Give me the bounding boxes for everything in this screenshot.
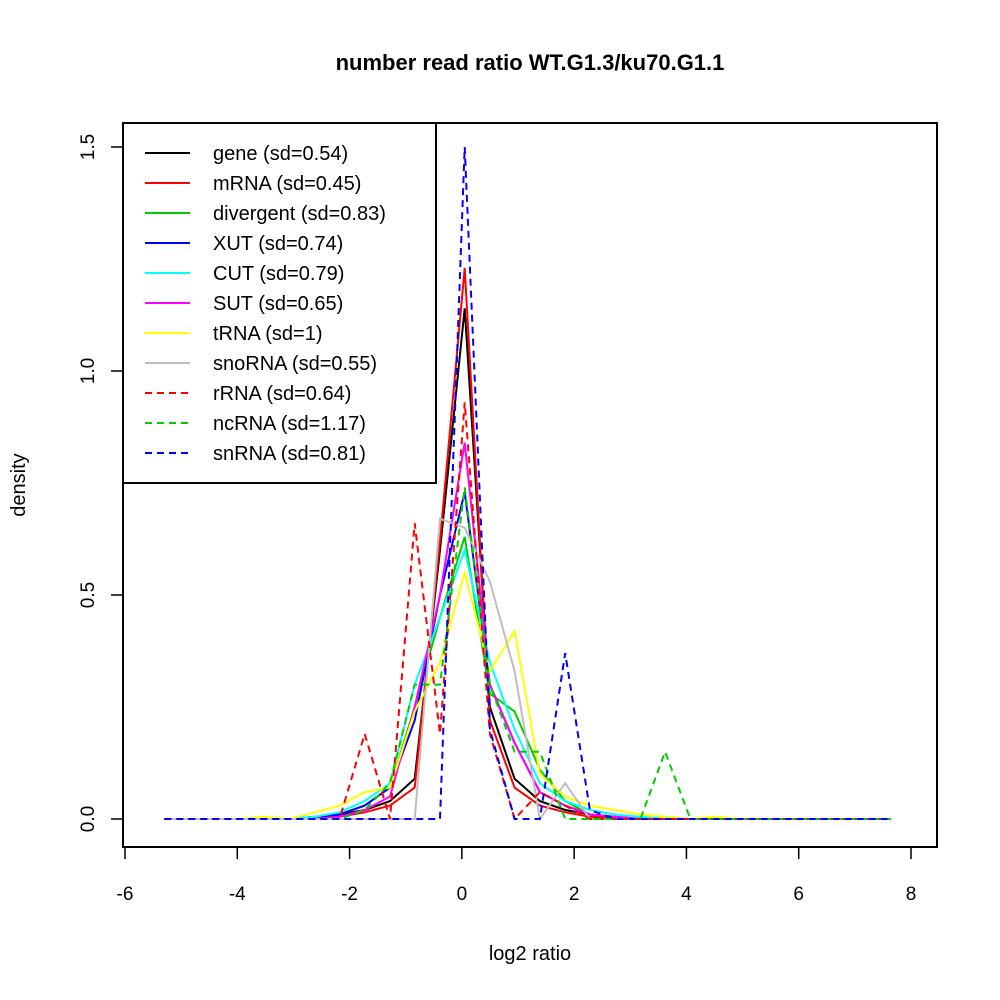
- y-tick-label: 0.5: [78, 582, 99, 608]
- y-tick-label: 1.0: [78, 358, 99, 384]
- series-line-snorna: [164, 517, 891, 822]
- x-axis-label: log2 ratio: [489, 943, 571, 965]
- legend-label: snoRNA (sd=0.55): [213, 353, 377, 375]
- x-tick-label: -4: [229, 884, 246, 905]
- legend-label: XUT (sd=0.74): [213, 233, 343, 255]
- y-axis: 0.0 0.5 1.0 1.5: [78, 134, 124, 832]
- series-line-trna: [164, 568, 891, 821]
- y-tick-label: 0.0: [78, 806, 99, 832]
- legend-label: mRNA (sd=0.45): [213, 173, 361, 195]
- legend-label: snRNA (sd=0.81): [213, 443, 366, 465]
- series-lines: [164, 146, 891, 822]
- x-tick-label: 8: [906, 884, 917, 905]
- series-line-sut: [164, 442, 891, 820]
- x-tick-label: 6: [793, 884, 804, 905]
- x-tick-label: 0: [457, 884, 468, 905]
- legend-label: tRNA (sd=1): [213, 323, 322, 345]
- legend: gene (sd=0.54) mRNA (sd=0.45) divergent (s…: [122, 122, 437, 484]
- x-tick-label: -6: [117, 884, 134, 905]
- series-line-divergent: [164, 536, 891, 820]
- y-tick-label: 1.5: [78, 134, 99, 160]
- y-axis-label: density: [8, 453, 30, 516]
- legend-label: divergent (sd=0.83): [213, 203, 386, 225]
- series-line-cut: [164, 546, 891, 820]
- x-tick-label: 2: [569, 884, 580, 905]
- legend-label: SUT (sd=0.65): [213, 293, 343, 315]
- legend-label: rRNA (sd=0.64): [213, 383, 351, 405]
- x-tick-label: -2: [341, 884, 358, 905]
- series-line-snrna: [164, 146, 891, 820]
- x-axis: -6 -4 -2 0 2 4 6 8: [117, 846, 917, 905]
- legend-label: ncRNA (sd=1.17): [213, 413, 366, 435]
- chart-title: number read ratio WT.G1.3/ku70.G1.1: [336, 50, 725, 75]
- legend-label: CUT (sd=0.79): [213, 263, 344, 285]
- legend-label: gene (sd=0.54): [213, 143, 348, 165]
- x-tick-label: 4: [681, 884, 692, 905]
